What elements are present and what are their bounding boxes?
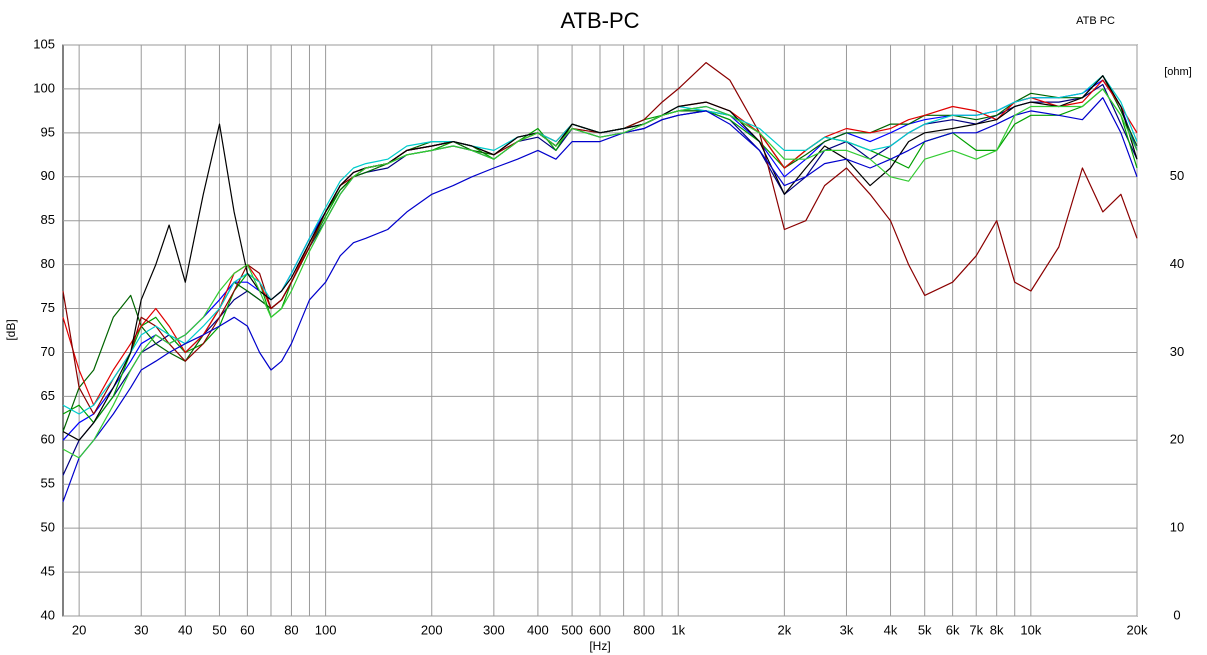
y-tick-label: 85 bbox=[41, 212, 55, 227]
x-tick-label: 40 bbox=[178, 622, 192, 637]
series-line bbox=[62, 83, 1138, 476]
y-tick-label: 100 bbox=[33, 80, 55, 95]
x-tick-label: 80 bbox=[284, 622, 298, 637]
y-tick-label: 95 bbox=[41, 124, 55, 139]
x-tick-label: 30 bbox=[134, 622, 148, 637]
y-tick-label: 90 bbox=[41, 168, 55, 183]
x-tick-label: 10k bbox=[1020, 622, 1041, 637]
y-tick-label: 70 bbox=[41, 344, 55, 359]
y2-tick-label: 0 bbox=[1173, 607, 1180, 622]
x-tick-label: 100 bbox=[315, 622, 337, 637]
x-tick-label: 800 bbox=[633, 622, 655, 637]
x-tick-label: 200 bbox=[421, 622, 443, 637]
y-tick-label: 55 bbox=[41, 476, 55, 491]
x-tick-label: 600 bbox=[589, 622, 611, 637]
x-tick-label: 8k bbox=[990, 622, 1004, 637]
x-tick-label: 7k bbox=[969, 622, 983, 637]
x-tick-label: 4k bbox=[884, 622, 898, 637]
y2-tick-label: 20 bbox=[1170, 432, 1184, 447]
y-tick-label: 60 bbox=[41, 432, 55, 447]
y2-tick-label: 40 bbox=[1170, 256, 1184, 271]
y-tick-label: 105 bbox=[33, 36, 55, 51]
x-tick-label: 5k bbox=[918, 622, 932, 637]
x-tick-label: 400 bbox=[527, 622, 549, 637]
x-tick-label: 300 bbox=[483, 622, 505, 637]
y-tick-label: 80 bbox=[41, 256, 55, 271]
series-line bbox=[62, 97, 1138, 503]
chart-title: ATB-PC bbox=[560, 8, 639, 33]
x-axis-label: [Hz] bbox=[589, 639, 610, 653]
y-axis-label: [dB] bbox=[4, 319, 18, 340]
y-tick-label: 50 bbox=[41, 520, 55, 535]
x-tick-label: 6k bbox=[946, 622, 960, 637]
x-tick-label: 20k bbox=[1127, 622, 1148, 637]
x-tick-label: 50 bbox=[212, 622, 226, 637]
corner-label: ATB PC bbox=[1076, 15, 1115, 27]
y-tick-label: 40 bbox=[41, 607, 55, 622]
x-tick-label: 20 bbox=[72, 622, 86, 637]
y2-tick-label: 50 bbox=[1170, 168, 1184, 183]
x-tick-label: 500 bbox=[561, 622, 583, 637]
y-tick-label: 45 bbox=[41, 564, 55, 579]
y2-tick-label: 10 bbox=[1170, 520, 1184, 535]
y-tick-label: 65 bbox=[41, 388, 55, 403]
series-line bbox=[62, 75, 1138, 441]
y2-tick-label: 30 bbox=[1170, 344, 1184, 359]
x-tick-label: 60 bbox=[240, 622, 254, 637]
x-tick-label: 2k bbox=[778, 622, 792, 637]
y-tick-label: 75 bbox=[41, 300, 55, 315]
x-tick-label: 3k bbox=[840, 622, 854, 637]
y2-axis-label: [ohm] bbox=[1164, 66, 1192, 78]
x-tick-label: 1k bbox=[671, 622, 685, 637]
series-line bbox=[62, 88, 1138, 459]
